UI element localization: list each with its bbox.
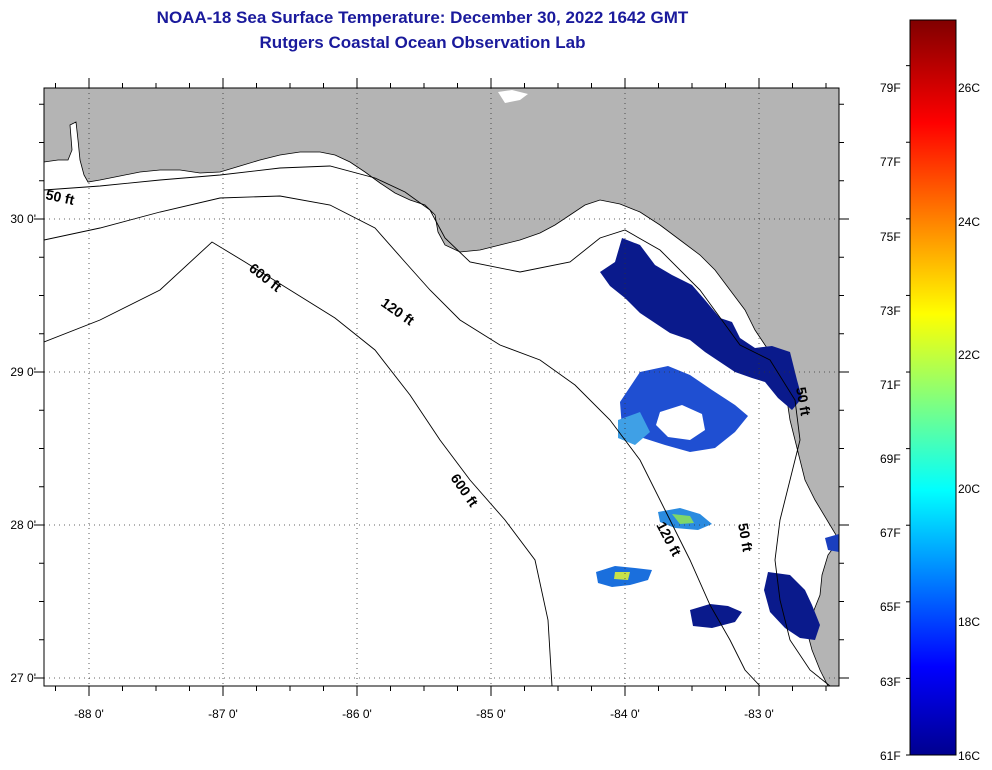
longitude-labels: -88 0' -87 0' -86 0' -85 0' -84 0' -83 0… bbox=[74, 707, 774, 721]
sst-patch-center-light bbox=[618, 412, 650, 445]
lon-label: -84 0' bbox=[610, 707, 640, 721]
latitude-labels: 30 0' 29 0' 28 0' 27 0' bbox=[10, 212, 36, 685]
lat-label: 30 0' bbox=[10, 212, 36, 226]
bathymetry-contours bbox=[44, 165, 831, 686]
lat-label: 27 0' bbox=[10, 671, 36, 685]
contour-600ft bbox=[44, 241, 553, 686]
lon-label: -88 0' bbox=[74, 707, 104, 721]
map-tick-marks bbox=[34, 78, 849, 696]
sst-patch-southwest-warm bbox=[614, 572, 630, 580]
lon-label: -86 0' bbox=[342, 707, 372, 721]
contour-120ft bbox=[44, 195, 761, 686]
contour-50ft-north bbox=[44, 165, 831, 686]
lat-label: 29 0' bbox=[10, 365, 36, 379]
map-title: NOAA-18 Sea Surface Temperature: Decembe… bbox=[156, 8, 689, 27]
sst-patch-north-coast bbox=[600, 238, 802, 410]
sst-patch-south-2 bbox=[764, 572, 820, 640]
map-subtitle: Rutgers Coastal Ocean Observation Lab bbox=[259, 33, 586, 52]
lon-label: -83 0' bbox=[744, 707, 774, 721]
inland-lake bbox=[498, 90, 528, 103]
sst-data-patches bbox=[596, 238, 839, 640]
contour-label-50ft-south: 50 ft bbox=[735, 522, 756, 553]
lon-label: -87 0' bbox=[208, 707, 238, 721]
lon-label: -85 0' bbox=[476, 707, 506, 721]
sst-patch-east-edge bbox=[825, 534, 839, 552]
sst-patch-center-hole bbox=[656, 405, 705, 440]
contour-label-50ft-northeast: 50 ft bbox=[793, 386, 814, 417]
sst-patch-tampa-warm bbox=[672, 514, 694, 524]
contour-label-50ft-west: 50 ft bbox=[44, 186, 76, 208]
lat-label: 28 0' bbox=[10, 518, 36, 532]
